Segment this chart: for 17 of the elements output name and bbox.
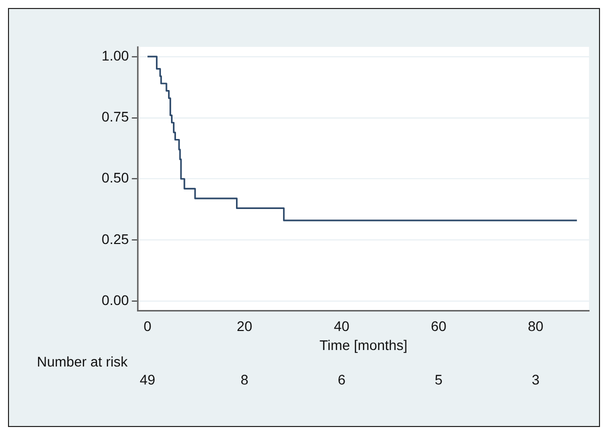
x-tick-label: 20 [236, 318, 253, 334]
x-axis-title: Time [months] [320, 336, 408, 353]
y-tick-label: 0.25 [102, 230, 130, 247]
x-tick-label: 0 [144, 318, 152, 334]
x-tick-label: 60 [430, 318, 447, 334]
text: 5 [434, 371, 443, 388]
x-tick-label: 80 [528, 318, 544, 334]
text: 3 [532, 371, 540, 388]
text: 49 [140, 371, 156, 388]
text: Number at risk [36, 354, 128, 370]
x-tick-label: 40 [334, 318, 350, 334]
y-tick-label: 0.50 [102, 170, 130, 186]
y-tick-label: 0.00 [102, 292, 130, 308]
y-tick-label: 1.00 [102, 47, 130, 64]
y-tick-label: 0.75 [102, 108, 130, 125]
text: 6 [338, 371, 346, 388]
text: 8 [240, 371, 249, 388]
